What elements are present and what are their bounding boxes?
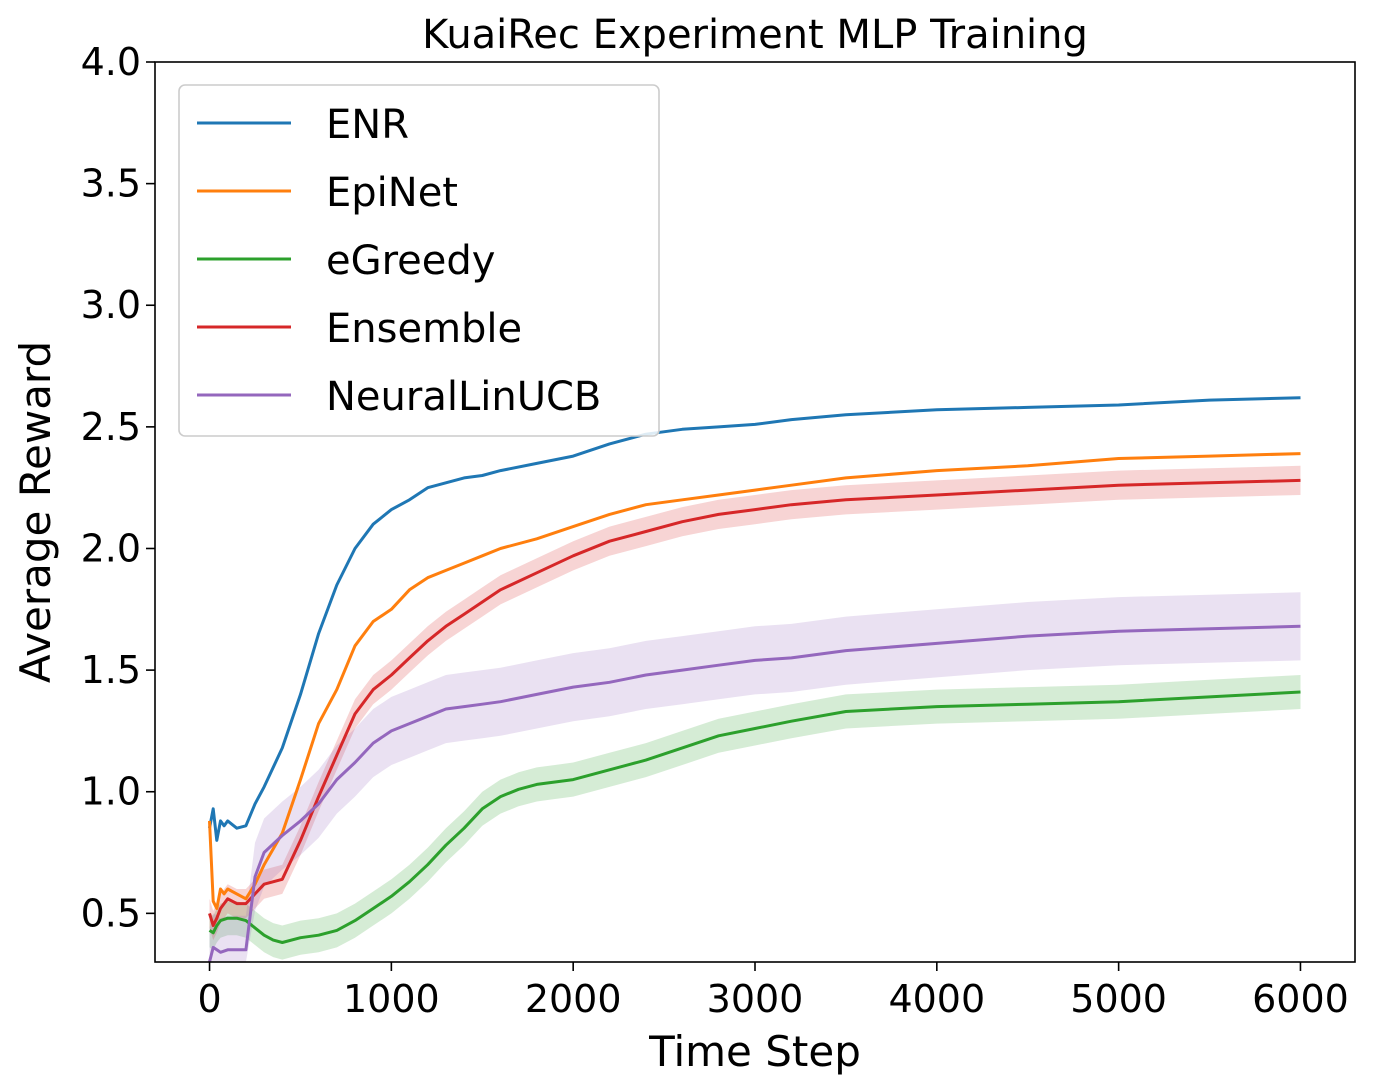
legend: ENR EpiNet eGreedy Ensemble NeuralLinUCB bbox=[178, 84, 660, 437]
band-neurallinucb bbox=[209, 592, 1301, 962]
x-tick-label: 2000 bbox=[525, 977, 622, 1021]
y-tick-label: 1.0 bbox=[81, 770, 141, 814]
legend-label: NeuralLinUCB bbox=[326, 374, 601, 420]
y-axis-ticks: 0.5 1.0 1.5 2.0 2.5 3.0 3.5 4.0 bbox=[81, 40, 155, 935]
x-tick-label: 1000 bbox=[343, 977, 440, 1021]
x-tick-label: 4000 bbox=[888, 977, 985, 1021]
band-egreedy bbox=[209, 675, 1301, 960]
y-tick-label: 1.5 bbox=[81, 648, 141, 692]
x-tick-label: 3000 bbox=[707, 977, 804, 1021]
legend-label: eGreedy bbox=[326, 238, 495, 284]
x-axis-ticks: 0 1000 2000 3000 4000 5000 6000 bbox=[197, 962, 1349, 1021]
x-tick-label: 5000 bbox=[1070, 977, 1167, 1021]
x-tick-label: 6000 bbox=[1252, 977, 1349, 1021]
x-tick-label: 0 bbox=[197, 977, 221, 1021]
legend-label: Ensemble bbox=[326, 306, 522, 352]
y-tick-label: 4.0 bbox=[81, 40, 141, 84]
confidence-bands bbox=[209, 465, 1301, 962]
series-lines bbox=[208, 396, 1301, 963]
y-tick-label: 3.0 bbox=[81, 283, 141, 327]
y-tick-label: 2.0 bbox=[81, 526, 141, 570]
legend-label: ENR bbox=[326, 102, 409, 148]
x-axis-label: Time Step bbox=[648, 1027, 861, 1076]
legend-label: EpiNet bbox=[326, 170, 458, 216]
series-line-enr bbox=[208, 396, 1301, 842]
chart-title: KuaiRec Experiment MLP Training bbox=[422, 12, 1088, 58]
y-axis-label: Average Reward bbox=[11, 341, 60, 683]
y-tick-label: 2.5 bbox=[81, 405, 141, 449]
series-line-neurallinucb bbox=[208, 624, 1301, 963]
y-tick-label: 3.5 bbox=[81, 162, 141, 206]
y-tick-label: 0.5 bbox=[81, 891, 141, 935]
series-line-ensemble bbox=[208, 478, 1301, 927]
series-line-epinet bbox=[208, 452, 1301, 910]
legend-box bbox=[178, 84, 660, 437]
